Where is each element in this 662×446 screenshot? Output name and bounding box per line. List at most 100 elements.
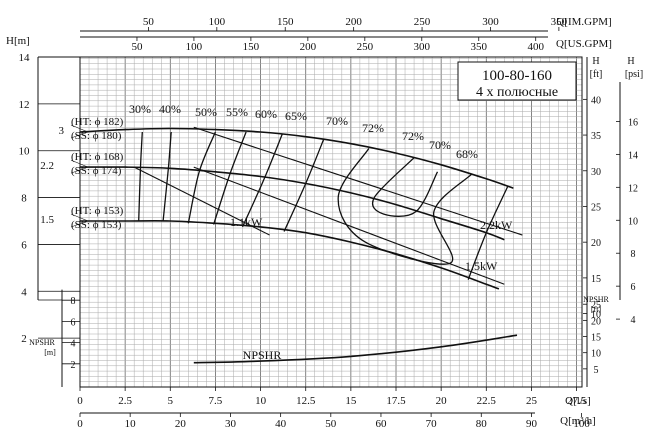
- impeller-ss-label: (SS: ϕ 153): [71, 219, 122, 231]
- efficiency-curve: [371, 157, 439, 217]
- impeller-leader: [70, 131, 89, 139]
- x-ls-tick-label: 7.5: [209, 395, 223, 407]
- x-ls-tick-label: 0: [77, 395, 83, 407]
- x-ls-tick-label: 27.5: [567, 395, 587, 407]
- y-tick-label: 10: [19, 146, 31, 158]
- imp-gpm-tick-label: 250: [414, 16, 431, 28]
- npshr-curve-label: NPSHR: [243, 348, 282, 362]
- impeller-leader: [70, 159, 89, 168]
- y-tick-label: 12: [19, 99, 30, 111]
- right-ft-label-1: H: [592, 56, 599, 67]
- power-label: 1.5kW: [465, 259, 498, 273]
- npshr-tick-label: 4: [71, 339, 76, 350]
- npshr-axis-label-2: [m]: [44, 348, 56, 357]
- curve-layer: [70, 124, 523, 364]
- x-ls-tick-label: 22.5: [477, 395, 497, 407]
- us-gpm-tick-label: 150: [243, 41, 260, 53]
- npshr-ft-tick-label: 20: [591, 316, 601, 327]
- imp-gpm-tick-label: 300: [482, 16, 499, 28]
- us-gpm-tick-label: 50: [131, 41, 143, 53]
- efficiency-curve: [187, 131, 217, 224]
- model-title: 100-80-160: [482, 68, 552, 84]
- ft-tick-label: 40: [591, 95, 601, 106]
- psi-tick-label: 16: [628, 117, 638, 128]
- imp-gpm-tick-label: 200: [345, 16, 362, 28]
- efficiency-label: 68%: [456, 147, 478, 161]
- impeller-leader: [70, 213, 89, 222]
- x-us-gpm-axis-label: Q[US.GPM]: [556, 38, 612, 50]
- power-line: [193, 126, 523, 236]
- x-m3h-tick-label: 10: [125, 418, 137, 430]
- impeller-curve: [79, 166, 505, 241]
- efficiency-label: 72%: [362, 121, 384, 135]
- efficiency-label: 40%: [159, 102, 181, 116]
- right-psi-label-1: H: [627, 56, 634, 67]
- efficiency-curve: [212, 131, 247, 225]
- x-m3h-tick-label: 20: [175, 418, 187, 430]
- imp-gpm-tick-label: 50: [143, 16, 155, 28]
- x-ls-axis-label: Q[l/s]: [565, 395, 591, 407]
- x-ls-tick-label: 2.5: [118, 395, 132, 407]
- x-ls-tick-label: 25: [526, 395, 538, 407]
- efficiency-label: 70%: [429, 138, 451, 152]
- imp-gpm-tick-label: 350: [551, 16, 568, 28]
- x-m3h-tick-label: 40: [275, 418, 287, 430]
- us-gpm-tick-label: 300: [414, 41, 431, 53]
- x-ls-tick-label: 20: [436, 395, 448, 407]
- ft-tick-label: 25: [591, 202, 601, 213]
- plot-frame: [79, 56, 583, 388]
- impeller-index-label: 1.5: [40, 214, 54, 226]
- psi-tick-label: 12: [628, 183, 638, 194]
- x-ls-tick-label: 10: [255, 395, 267, 407]
- x-m3h-tick-label: 80: [476, 418, 488, 430]
- efficiency-curve: [162, 131, 172, 222]
- efficiency-curve: [138, 131, 143, 222]
- npshr-tick-label: 8: [71, 296, 76, 307]
- x-m3h-tick-label: 0: [77, 418, 83, 430]
- npshr-curve: [193, 334, 518, 364]
- efficiency-curve: [337, 148, 473, 265]
- x-m3h-axis-label: Q[m³/h]: [560, 415, 596, 427]
- right-psi-label-2: [psi]: [625, 69, 643, 80]
- efficiency-label: 65%: [285, 109, 307, 123]
- impeller-ss-label: (SS: ϕ 180): [71, 130, 122, 142]
- npshr-ft-tick-label: 10: [591, 349, 601, 360]
- power-line: [193, 166, 505, 285]
- efficiency-curve: [241, 134, 283, 228]
- imp-gpm-tick-label: 150: [277, 16, 294, 28]
- impeller-index-label: 3: [59, 125, 65, 137]
- x-m3h-tick-label: 50: [325, 418, 337, 430]
- us-gpm-tick-label: 200: [300, 41, 317, 53]
- impeller-leader: [70, 124, 89, 133]
- efficiency-curve: [283, 138, 325, 232]
- x-m3h-tick-label: 70: [426, 418, 438, 430]
- x-ls-tick-label: 12.5: [296, 395, 316, 407]
- power-line: [133, 166, 270, 236]
- y-tick-label: 4: [21, 286, 27, 298]
- y-tick-label: 8: [21, 193, 27, 205]
- impeller-curve: [80, 220, 500, 290]
- impeller-index-label: 2.2: [40, 160, 54, 172]
- efficiency-label: 60%: [255, 107, 277, 121]
- x-m3h-tick-label: 100: [573, 418, 590, 430]
- x-m3h-tick-label: 30: [225, 418, 237, 430]
- ft-tick-label: 20: [591, 238, 601, 249]
- ft-tick-label: 30: [591, 167, 601, 178]
- impeller-ss-label: (SS: ϕ 174): [71, 165, 122, 177]
- us-gpm-tick-label: 350: [470, 41, 487, 53]
- impeller-ht-label: (HT: ϕ 182): [71, 116, 124, 128]
- y-tick-label: 14: [19, 52, 31, 64]
- efficiency-label: 55%: [226, 105, 248, 119]
- impeller-ht-label: (HT: ϕ 168): [71, 151, 124, 163]
- efficiency-label: 30%: [129, 102, 151, 116]
- npshr-tick-label: 2: [71, 360, 76, 371]
- right-ft-label-2: [ft]: [590, 69, 603, 80]
- npshr-ft-label-2: [ft]: [591, 305, 602, 314]
- npshr-ft-tick-label: 15: [591, 333, 601, 344]
- x-m3h-tick-label: 90: [526, 418, 538, 430]
- psi-tick-label: 6: [631, 282, 636, 293]
- x-imp-gpm-axis-label: Q[IM.GPM]: [556, 16, 611, 28]
- model-box: [457, 61, 577, 101]
